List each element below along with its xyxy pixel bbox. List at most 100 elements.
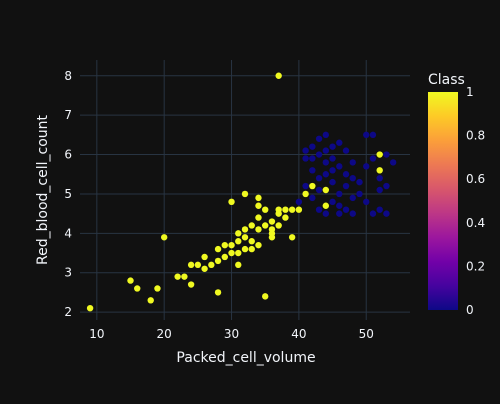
scatter-point <box>309 143 316 150</box>
x-tick-label: 20 <box>157 327 172 341</box>
scatter-point <box>221 241 228 249</box>
scatter-point <box>255 202 262 209</box>
scatter-point <box>255 194 262 202</box>
scatter-point <box>309 194 316 202</box>
scatter-point <box>214 257 222 265</box>
scatter-point <box>336 190 343 198</box>
scatter-point <box>342 171 350 178</box>
scatter-point <box>315 174 323 182</box>
scatter-point <box>329 178 336 186</box>
scatter-point <box>322 171 330 178</box>
colorbar-tick-label: 1 <box>466 85 474 99</box>
scatter-point <box>302 182 309 190</box>
scatter-point <box>383 182 390 190</box>
scatter-point <box>288 206 296 213</box>
scatter-point <box>194 261 202 269</box>
scatter-point <box>389 159 397 166</box>
colorbar-ticks: 0 0.2 0.4 0.6 0.8 1 <box>466 85 485 317</box>
y-tick-label: 2 <box>64 305 72 319</box>
colorbar: Class 0 0.2 0.4 0.6 0.8 1 <box>428 72 485 317</box>
scatter-point <box>282 206 289 213</box>
scatter-point <box>363 198 370 206</box>
scatter-point <box>329 167 336 174</box>
y-axis-ticks: 2 3 4 5 6 7 8 <box>64 69 72 319</box>
scatter-point <box>376 206 383 213</box>
scatter-point <box>235 230 242 237</box>
x-tick-label: 40 <box>291 327 306 341</box>
scatter-point <box>315 206 323 213</box>
scatter-point <box>322 159 330 166</box>
x-tick-label: 30 <box>224 327 239 341</box>
colorbar-tick-label: 0.4 <box>466 216 485 230</box>
y-tick-label: 8 <box>64 69 72 83</box>
x-tick-label: 10 <box>89 327 104 341</box>
scatter-point <box>241 245 249 253</box>
scatter-point <box>329 198 336 206</box>
scatter-point <box>187 281 195 288</box>
scatter-point <box>309 167 316 174</box>
scatter-point <box>336 139 343 146</box>
scatter-point <box>369 131 377 139</box>
scatter-point <box>288 234 296 241</box>
scatter-point <box>376 174 383 182</box>
scatter-point <box>275 222 282 229</box>
y-tick-label: 4 <box>64 226 72 240</box>
scatter-point <box>383 151 390 158</box>
colorbar-gradient <box>428 92 458 310</box>
scatter-point <box>309 182 316 190</box>
scatter-point <box>262 222 269 229</box>
data-points <box>86 72 397 312</box>
colorbar-tick-label: 0.8 <box>466 129 485 143</box>
scatter-point <box>322 147 330 154</box>
y-axis-title: Red_blood_cell_count <box>35 115 51 265</box>
scatter-point <box>342 206 350 213</box>
scatter-point <box>147 297 154 304</box>
scatter-point <box>228 198 235 206</box>
scatter-point <box>86 304 94 312</box>
scatter-point <box>329 143 336 150</box>
y-tick-label: 5 <box>64 187 72 201</box>
scatter-point <box>241 190 249 198</box>
scatter-point <box>154 285 161 292</box>
x-tick-label: 50 <box>359 327 374 341</box>
scatter-point <box>363 131 370 139</box>
scatter-point <box>248 222 255 229</box>
scatter-point <box>383 210 390 217</box>
scatter-point <box>349 210 356 217</box>
scatter-point <box>248 245 255 253</box>
scatter-point <box>322 131 330 139</box>
scatter-point <box>160 234 168 241</box>
scatter-point <box>275 72 282 79</box>
scatter-point <box>235 238 242 245</box>
scatter-point <box>315 186 323 194</box>
scatter-point <box>322 202 330 209</box>
scatter-point <box>336 163 343 170</box>
scatter-point <box>255 214 262 221</box>
scatter-point <box>302 147 309 154</box>
scatter-point <box>268 226 276 233</box>
scatter-point <box>295 198 303 206</box>
colorbar-title: Class <box>428 72 465 88</box>
scatter-point <box>322 210 330 217</box>
scatter-point <box>235 261 242 269</box>
x-axis-title: Packed_cell_volume <box>176 350 315 366</box>
scatter-point <box>349 194 356 202</box>
scatter-point <box>356 178 363 186</box>
scatter-point <box>228 249 235 257</box>
y-tick-label: 7 <box>64 108 72 122</box>
scatter-point <box>241 234 249 241</box>
scatter-point <box>295 206 303 213</box>
colorbar-tick-label: 0.6 <box>466 172 485 186</box>
scatter-point <box>208 261 215 269</box>
scatter-point <box>302 155 309 162</box>
scatter-point <box>187 261 195 269</box>
scatter-point <box>127 277 134 284</box>
scatter-point <box>262 293 269 300</box>
scatter-point <box>248 238 255 245</box>
scatter-point <box>315 135 323 142</box>
scatter-point <box>376 151 383 158</box>
scatter-point <box>302 190 309 198</box>
scatter-point <box>322 186 330 194</box>
